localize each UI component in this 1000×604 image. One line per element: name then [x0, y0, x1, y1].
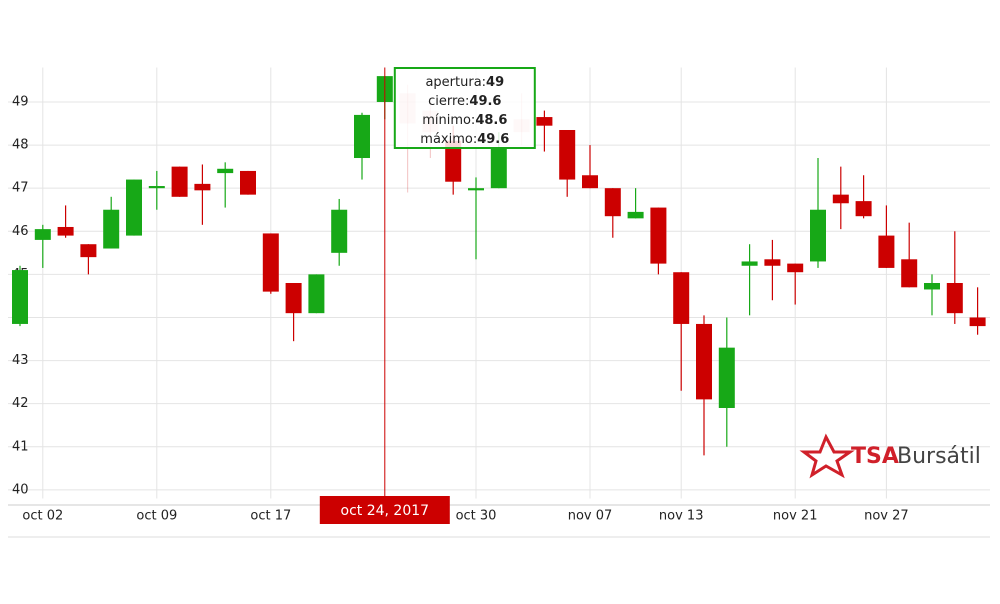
candle-body — [240, 170, 256, 195]
logo-brand: TSA — [851, 444, 899, 469]
tooltip-value: 49.6 — [469, 94, 501, 109]
candle-body — [536, 117, 553, 126]
y-tick-label: 43 — [12, 353, 29, 368]
candle-body — [559, 129, 576, 180]
candle-body — [354, 114, 370, 159]
candle-body — [468, 188, 484, 191]
logo-icon — [799, 433, 855, 479]
tooltip-box — [393, 67, 536, 149]
candle-body — [673, 272, 690, 324]
candle-body — [696, 323, 712, 400]
tooltip-row: apertura:49 — [425, 75, 504, 90]
y-tick-label: 40 — [12, 482, 29, 497]
candle-body — [262, 233, 279, 292]
tooltip-value: 48.6 — [475, 113, 507, 128]
candle-body — [217, 168, 234, 174]
candle-body — [946, 283, 963, 314]
candle-body — [34, 229, 51, 240]
candle-body — [604, 188, 621, 217]
x-tick-label: nov 21 — [773, 509, 818, 524]
candle-body — [80, 244, 97, 258]
candle-body — [855, 201, 872, 217]
candle-body — [764, 259, 781, 266]
candle-body — [924, 283, 940, 290]
candle-body — [582, 175, 598, 189]
candle-body — [126, 179, 142, 236]
tooltip-row: máximo:49.6 — [420, 132, 509, 147]
tooltip-label: cierre: — [428, 94, 469, 109]
candle-body — [810, 209, 826, 262]
tooltip-label: mínimo: — [422, 113, 475, 128]
x-tick-label: nov 07 — [568, 509, 613, 524]
y-tick-label: 46 — [12, 224, 29, 239]
x-tick-label: oct 09 — [136, 509, 177, 524]
candle-body — [308, 274, 325, 314]
logo-name: Bursátil — [897, 444, 981, 469]
candle-body — [103, 209, 120, 249]
tooltip-value: 49 — [486, 75, 504, 90]
y-tick-label: 41 — [12, 439, 29, 454]
candle-body — [969, 317, 986, 327]
candle-body — [57, 226, 74, 236]
candle-body — [741, 261, 758, 266]
candle-body — [445, 140, 462, 182]
tooltip-label: apertura: — [425, 75, 486, 90]
crosshair-label: oct 24, 2017 — [341, 503, 430, 519]
tooltip-row: cierre:49.6 — [428, 94, 501, 109]
tooltip-label: máximo: — [420, 132, 477, 147]
candle-body — [627, 211, 644, 219]
x-tick-label: oct 30 — [456, 509, 497, 524]
y-tick-label: 49 — [12, 94, 29, 109]
y-tick-label: 47 — [12, 181, 29, 196]
crosshair-label-bg — [319, 496, 450, 524]
x-tick-label: oct 02 — [22, 509, 63, 524]
y-tick-label: 42 — [12, 396, 29, 411]
candle-body — [490, 147, 507, 189]
candle-body — [194, 183, 211, 191]
candle-body — [901, 259, 918, 288]
candle-body — [832, 194, 849, 204]
x-tick-label: nov 13 — [659, 509, 704, 524]
candle-body — [171, 166, 188, 197]
candle-body — [285, 283, 302, 314]
candle-body — [878, 235, 895, 268]
tooltip-value: 49.6 — [477, 132, 509, 147]
candle-body — [148, 186, 165, 189]
tooltip-row: mínimo:48.6 — [422, 113, 507, 128]
x-tick-label: oct 17 — [250, 509, 291, 524]
y-tick-label: 48 — [12, 138, 29, 153]
candle-body — [12, 270, 28, 324]
candle-body — [718, 347, 735, 408]
candle-body — [787, 263, 804, 273]
x-tick-label: nov 27 — [864, 509, 909, 524]
candle-body — [650, 207, 667, 264]
candle-body — [331, 209, 348, 253]
